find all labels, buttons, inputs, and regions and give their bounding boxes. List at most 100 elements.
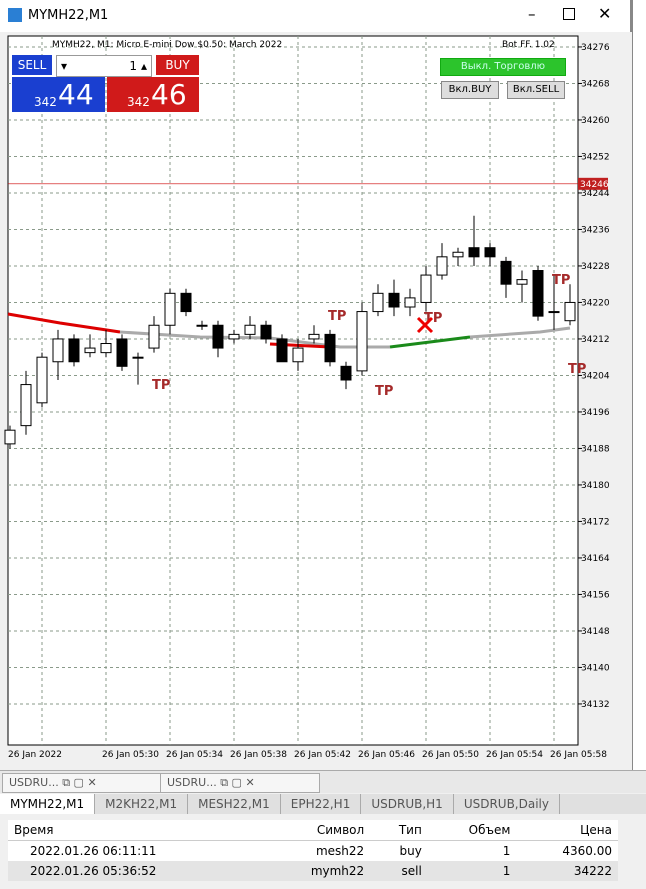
buy-button[interactable]: BUY [156, 55, 199, 75]
candle-body [452, 251, 464, 258]
x-tick-label: 26 Jan 05:42 [294, 750, 351, 760]
candle-body [548, 311, 560, 314]
y-tick-label: 34196 [581, 408, 610, 418]
y-tick-label: 34164 [581, 554, 610, 564]
sell-button[interactable]: SELL [12, 55, 52, 75]
table-cell: 2022.01.26 06:11:11 [30, 844, 157, 858]
toggle-button[interactable]: Выкл. Торговлю [440, 58, 566, 76]
candle-body [36, 356, 48, 404]
x-tick-label: 26 Jan 05:46 [358, 750, 415, 760]
candle-body [260, 324, 272, 340]
column-header: Объем [468, 823, 511, 837]
buy-on-button[interactable]: Вкл.BUY [441, 81, 499, 99]
chart-header: MYMH22, M1: Micro E-mini Dow $0.50: Marc… [52, 40, 282, 50]
side-window [632, 0, 646, 770]
window-tab-label: USDRU... [9, 776, 59, 789]
close[interactable]: ✕ [598, 4, 612, 23]
orders-table: Время Символ Тип Объем Цена 2022.01.26 06:11:… [8, 820, 618, 881]
y-tick-label: 34156 [581, 590, 610, 600]
y-tick-label: 34172 [581, 517, 610, 527]
candle-body [420, 274, 432, 303]
candle-body [500, 260, 512, 285]
symbol-tab[interactable]: MESH22,M1 [188, 794, 281, 814]
window-tab[interactable]: USDRU... ⧉ ▢ ✕ [160, 773, 320, 793]
table-cell: sell [401, 864, 422, 878]
y-tick-label: 34236 [581, 225, 610, 235]
window-title: MYMH22,M1 [28, 8, 109, 23]
ask-prefix: 342 [127, 95, 150, 109]
tp-label: TP [552, 273, 570, 288]
candle-body [436, 256, 448, 276]
table-row: 2022.01.26 05:36:52 mymh22 sell 1 34222 [8, 861, 618, 881]
bid-box[interactable]: 342 44 [12, 77, 105, 112]
candle-body [68, 338, 80, 363]
candle-body [116, 338, 128, 367]
candle-body [132, 356, 144, 359]
tp-label: TP [375, 384, 393, 399]
minimize[interactable]: – [528, 5, 536, 23]
y-tick-label: 34252 [581, 152, 610, 162]
candle-body [340, 365, 352, 381]
y-tick-label: 34244 [581, 189, 610, 199]
trade-panel: SELL ▾ 1 ▴ BUY 342 44 342 46 [12, 55, 199, 112]
maximize[interactable] [563, 8, 575, 20]
candle-body [148, 324, 160, 349]
bot-name: Bot FF. 1.02 [502, 40, 555, 50]
close-marker [416, 316, 434, 334]
column-header: Время [14, 823, 54, 837]
candle-body [212, 324, 224, 349]
y-tick-label: 34188 [581, 444, 610, 454]
tp-label: TP [568, 362, 586, 377]
candle-body [388, 292, 400, 308]
candle-body [180, 292, 192, 313]
volume-input[interactable]: ▾ 1 ▴ [56, 55, 152, 77]
candle-body [164, 292, 176, 326]
table-cell: 1 [502, 864, 511, 878]
window-tab-label: USDRU... [167, 776, 217, 789]
volume: 1 [129, 59, 137, 73]
table-cell: mesh22 [315, 844, 365, 858]
symbol-tab[interactable]: USDRUB,H1 [361, 794, 454, 814]
indicator-line [389, 335, 471, 349]
y-tick-label: 34220 [581, 298, 610, 308]
symbol-tab[interactable]: MYMH22,M1 [0, 794, 96, 814]
candle-body [84, 347, 96, 354]
candle-body [244, 324, 256, 335]
candle-body [228, 333, 240, 340]
candle-body [356, 311, 368, 372]
symbol-tab[interactable]: USDRUB,Daily [454, 794, 560, 814]
candle-body [484, 247, 496, 258]
tp-label: TP [152, 378, 170, 393]
x-tick-label: 26 Jan 05:34 [166, 750, 223, 760]
price-tag [578, 177, 608, 190]
ask-box[interactable]: 342 46 [107, 77, 199, 112]
symbol-tabs: MYMH22,M1 M2KH22,M1 MESH22,M1 EPH22,H1 USDRU… [0, 794, 646, 814]
indicator-line [7, 312, 121, 334]
table-cell: 4360.00 [562, 844, 612, 858]
y-tick-label: 34132 [581, 700, 610, 710]
x-tick-label: 26 Jan 05:50 [422, 750, 479, 760]
x-tick-label: 26 Jan 05:38 [230, 750, 287, 760]
window-tab[interactable]: USDRU... ⧉ ▢ ✕ [2, 773, 162, 793]
x-tick-label: 26 Jan 05:58 [550, 750, 607, 760]
y-tick-label: 34276 [581, 43, 610, 53]
price-tag-label: 34246 [580, 180, 609, 190]
y-tick-label: 34204 [581, 371, 610, 381]
symbol-tab[interactable]: M2KH22,M1 [95, 794, 189, 814]
window-tabs: USDRU... ⧉ ▢ ✕ USDRU... ⧉ ▢ ✕ [0, 770, 646, 793]
ask: 46 [151, 78, 187, 111]
symbol-tab[interactable]: EPH22,H1 [281, 794, 362, 814]
table-row: 2022.01.26 06:11:11 mesh22 buy 1 4360.00 [8, 841, 618, 862]
table-cell: buy [399, 844, 422, 858]
y-tick-label: 34180 [581, 481, 610, 491]
bid-prefix: 342 [34, 95, 57, 109]
candle-body [20, 384, 32, 427]
candle-body [4, 429, 16, 445]
y-tick-label: 34148 [581, 627, 610, 637]
candle-body [276, 338, 288, 363]
sell-on-button[interactable]: Вкл.SELL [507, 81, 565, 99]
candle-body [532, 270, 544, 317]
column-header: Тип [398, 823, 422, 837]
table-cell: 1 [502, 844, 511, 858]
